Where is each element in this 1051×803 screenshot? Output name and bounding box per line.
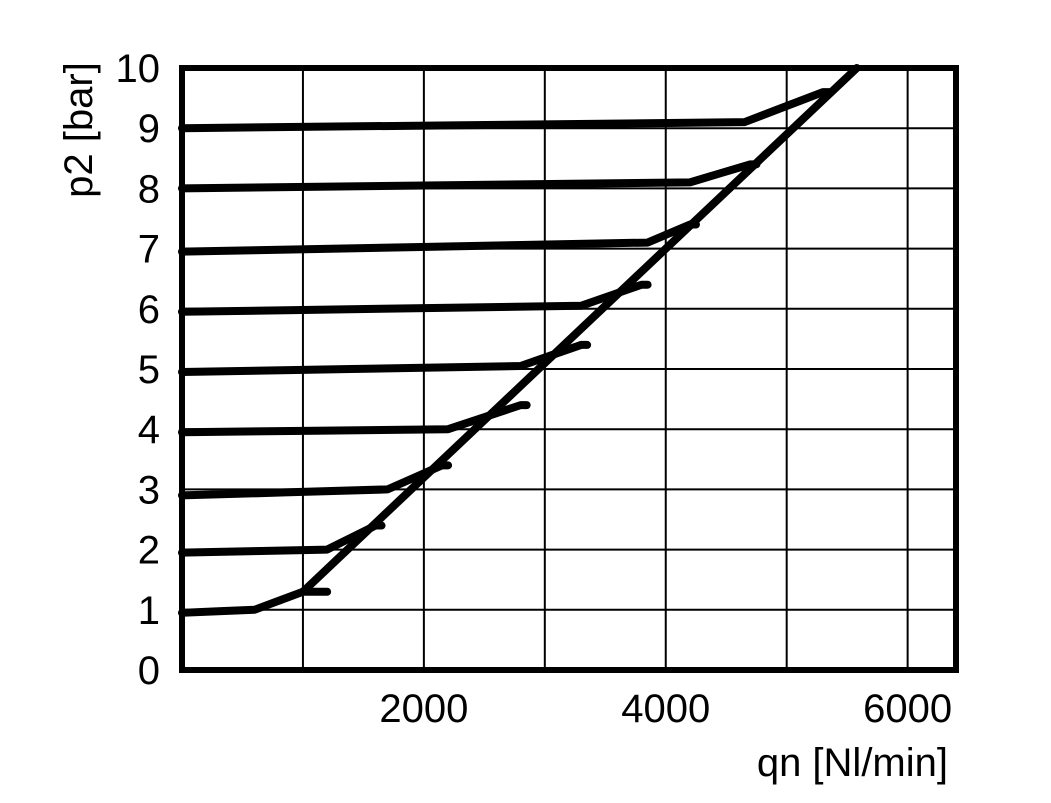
y-tick-label: 4 [138,408,160,452]
x-tick-labels: 2000 4000 6000 [379,687,952,731]
pressure-curve-5 [178,340,592,377]
y-tick-label: 6 [138,288,160,332]
pressure-curve-4 [178,401,531,437]
y-tick-label: 1 [138,589,160,633]
y-tick-label: 9 [138,107,160,151]
pressure-curves [178,64,861,617]
x-axis-title: qn [Nl/min] [757,741,948,785]
y-tick-label: 3 [138,468,160,512]
x-tick-label: 6000 [863,687,952,731]
x-tick-label: 2000 [379,687,468,731]
max-flow-limit-line [298,64,861,596]
y-tick-label: 2 [138,529,160,573]
y-tick-labels: 0 1 2 3 4 5 6 7 8 9 10 [116,47,161,693]
y-tick-label: 8 [138,167,160,211]
y-tick-label: 0 [138,649,160,693]
pressure-curve-9 [178,88,834,133]
pressure-curve-7 [178,220,700,256]
pressure-curve-3 [178,461,453,500]
y-tick-label: 10 [116,47,161,91]
plot-frame [179,65,959,673]
pressure-curve-6 [178,280,652,316]
y-tick-label: 5 [138,348,160,392]
pressure-curve-1 [178,587,332,617]
y-tick-label: 7 [138,228,160,272]
y-axis-title: p2 [bar] [57,62,101,198]
pressure-curve-8 [178,160,761,193]
x-tick-label: 4000 [621,687,710,731]
